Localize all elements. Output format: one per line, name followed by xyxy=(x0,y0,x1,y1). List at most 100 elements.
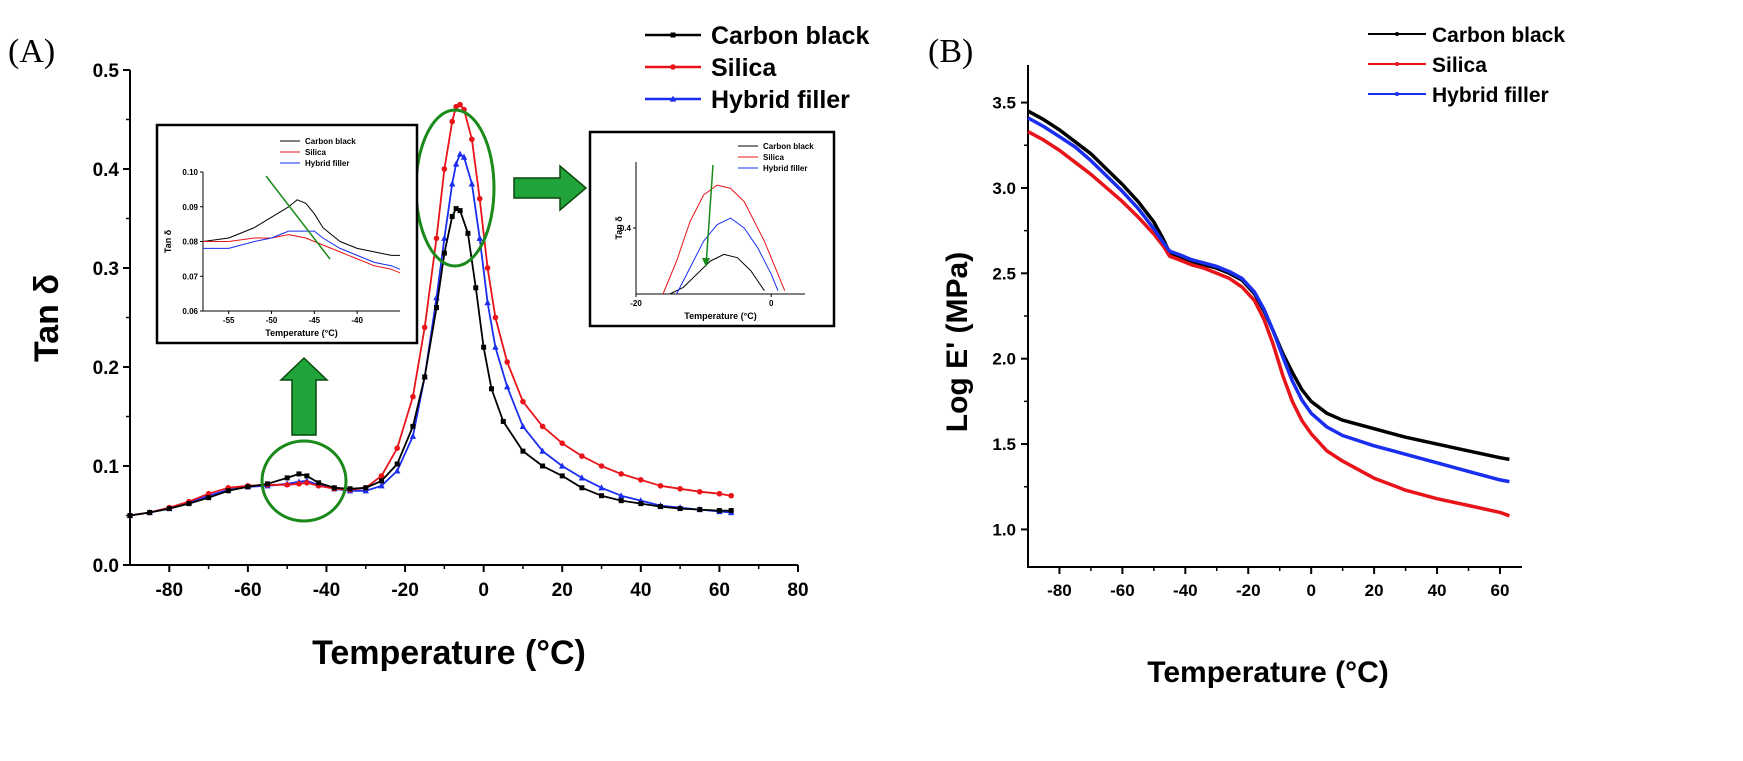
chart-a-series-silica-point-39 xyxy=(696,488,703,495)
chart-a-series-hybrid-filler-point-23 xyxy=(456,150,464,157)
chart-a-series-carbon-black-point-5 xyxy=(225,488,231,494)
inset-left-ytick-label-0: 0.06 xyxy=(182,307,198,316)
chart-b-xtick-label-3: -20 xyxy=(1236,581,1261,600)
chart-a-series-carbon-black-point-12 xyxy=(331,485,337,491)
chart-a-series-silica-point-9 xyxy=(296,481,302,487)
chart-a-series-carbon-black-point-10 xyxy=(304,473,310,479)
inset-right-legend-label-hybrid-filler: Hybrid filler xyxy=(763,164,807,173)
chart-a-series-carbon-black-point-25 xyxy=(473,285,479,291)
chart-a-series-silica-point-4 xyxy=(205,490,212,497)
chart-a-series-carbon-black-point-19 xyxy=(433,305,439,311)
panel-label-b: (B) xyxy=(928,33,973,70)
inset-left-xtick-label-1: -50 xyxy=(266,316,278,325)
chart-a-xlabel: Temperature (°C) xyxy=(312,634,586,672)
chart-a-xtick-label-0: -80 xyxy=(156,580,183,601)
highlight-ellipse-peak xyxy=(414,108,496,268)
inset-right-legend-label-carbon-black: Carbon black xyxy=(763,142,814,151)
chart-a-series-silica-point-38 xyxy=(677,485,683,492)
chart-a-series-carbon-black-point-3 xyxy=(186,501,192,507)
chart-a-ytick-label-2: 0.2 xyxy=(93,358,119,379)
chart-a-series-carbon-black-point-18 xyxy=(422,374,428,380)
inset-left-ytick-label-1: 0.07 xyxy=(182,272,198,281)
inset-left-ytick-label-4: 0.10 xyxy=(182,168,198,177)
chart-b-xtick-label-7: 60 xyxy=(1491,581,1510,600)
chart-a-series-silica-point-25 xyxy=(469,136,475,143)
chart-a-xtick-label-4: 0 xyxy=(478,580,489,601)
inset-left-xlabel: Temperature (°C) xyxy=(265,328,337,338)
chart-a-series-hybrid-filler-point-26 xyxy=(476,234,483,241)
chart-a-ytick-label-0: 0.0 xyxy=(93,556,119,577)
chart-b-series-hybrid-filler-line xyxy=(1027,116,1510,484)
chart-a-series-carbon-black-point-33 xyxy=(599,493,605,499)
chart-a-series-silica-point-27 xyxy=(484,265,491,271)
chart-b: 1.0 1.5 2.0 2.5 3.0 3.5 -80 -60 -40 -20 0 20 40 60 Tem… xyxy=(941,24,1565,689)
chart-a-series-hybrid-filler-point-29 xyxy=(504,383,511,390)
chart-a-series-carbon-black-point-26 xyxy=(481,344,487,350)
chart-a-series-hybrid-filler-point-30 xyxy=(519,422,527,429)
chart-a-series-carbon-black-point-16 xyxy=(394,461,400,467)
chart-a-series-silica-point-34 xyxy=(598,463,605,469)
chart-a-series-hybrid-filler-point-27 xyxy=(484,299,491,306)
chart-a-series-carbon-black-point-38 xyxy=(697,507,703,513)
chart-a-series-silica-point-30 xyxy=(520,398,526,405)
chart-a-series-hybrid-filler-point-28 xyxy=(492,343,499,350)
chart-b-ytick-label-0: 1.0 xyxy=(992,520,1016,539)
chart-a-series-hybrid-filler-point-17 xyxy=(409,432,417,439)
chart-b-xtick-label-4: 0 xyxy=(1306,581,1315,600)
chart-a-series-hybrid-filler-point-25 xyxy=(468,180,476,187)
chart-a-series-hybrid-filler-point-31 xyxy=(539,447,546,454)
chart-a-series-carbon-black-point-20 xyxy=(441,250,447,256)
chart-a-series-carbon-black-point-9 xyxy=(296,471,302,477)
inset-right-series-carbon-black-line xyxy=(669,253,765,295)
chart-a-series-carbon-black-point-37 xyxy=(677,506,683,512)
chart-a-series-hybrid-filler-line xyxy=(129,153,732,517)
chart-b-xtick-label-0: -80 xyxy=(1047,581,1072,600)
chart-a-xtick-label-3: -20 xyxy=(391,580,418,601)
chart-a-series-carbon-black-point-40 xyxy=(728,508,734,514)
chart-b-ytick-label-4: 3.0 xyxy=(992,179,1016,198)
inset-right-xlabel: Temperature (°C) xyxy=(684,311,756,321)
inset-left-xtick-label-2: -45 xyxy=(309,316,321,325)
chart-a-series-carbon-black-point-35 xyxy=(638,501,644,507)
chart-a-series-hybrid-filler-point-16 xyxy=(394,467,401,474)
inset-left-frame xyxy=(155,123,419,345)
chart-a-legend-marker-hybrid-filler xyxy=(669,95,677,102)
inset-left-legend-label-carbon-black: Carbon black xyxy=(305,137,356,146)
chart-a-series-silica-point-36 xyxy=(638,477,644,483)
chart-b-ytick-label-2: 2.0 xyxy=(992,350,1016,369)
chart-a-series-carbon-black-point-15 xyxy=(378,478,384,484)
chart-a-series-silica-point-35 xyxy=(618,471,624,477)
chart-b-legend-label-hybrid-filler: Hybrid filler xyxy=(1432,84,1549,107)
inset-right-series-silica-line xyxy=(662,184,786,295)
inset-left-trend-line xyxy=(265,175,331,260)
chart-a-series-carbon-black-point-8 xyxy=(284,475,290,481)
chart-a-series-carbon-black-point-36 xyxy=(657,504,663,510)
chart-a-series-silica-point-21 xyxy=(449,118,456,125)
chart-a-series-silica-point-41 xyxy=(728,492,734,499)
inset-left-xtick-label-0: -55 xyxy=(223,316,235,325)
chart-b-series-carbon-black-line xyxy=(1027,109,1510,462)
inset-left-legend-label-hybrid-filler: Hybrid filler xyxy=(305,159,349,168)
chart-a-series-silica-point-20 xyxy=(441,166,448,172)
chart-a-series-silica-point-29 xyxy=(504,359,511,365)
chart-a-xtick-label-2: -40 xyxy=(313,580,340,601)
arrow-up-icon xyxy=(279,356,329,436)
chart-a-series-hybrid-filler-point-35 xyxy=(617,492,625,499)
chart-a-series-carbon-black-point-32 xyxy=(579,485,585,491)
chart-a-legend-label-carbon-black: Carbon black xyxy=(711,22,869,50)
chart-b-legend-label-silica: Silica xyxy=(1432,54,1487,77)
chart-a-series-silica-point-18 xyxy=(421,324,428,331)
chart-a-series-silica-point-40 xyxy=(716,490,723,497)
chart-b-legend-marker-hybrid-filler xyxy=(1395,92,1399,96)
chart-a-xtick-label-8: 80 xyxy=(787,580,808,601)
chart-b-xtick-label-1: -60 xyxy=(1110,581,1135,600)
chart-a-series-carbon-black-point-4 xyxy=(206,495,212,501)
inset-right-ylabel: Tan δ xyxy=(614,216,624,240)
chart-b-ytick-label-5: 3.5 xyxy=(992,94,1016,113)
chart-a-series-hybrid-filler-point-32 xyxy=(559,462,566,469)
chart-b-xlabel: Temperature (°C) xyxy=(1147,656,1388,689)
chart-a-series-carbon-black-point-30 xyxy=(540,463,546,469)
chart-a-series-silica-point-15 xyxy=(378,473,385,479)
inset-left-ytick-label-3: 0.09 xyxy=(182,203,198,212)
